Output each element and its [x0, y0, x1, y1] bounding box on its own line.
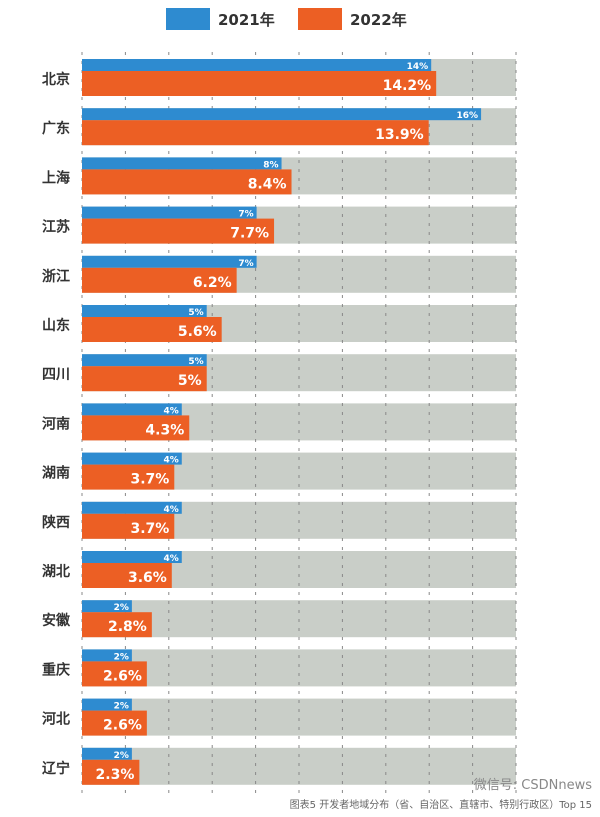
data-label-2022: 2.6% — [103, 668, 142, 684]
bar-2021 — [82, 501, 182, 514]
data-label-2021: 5% — [188, 357, 203, 367]
bar-2022 — [82, 710, 147, 736]
data-label-2021: 5% — [188, 308, 203, 318]
legend-item-2022: 2022年 — [298, 8, 407, 30]
data-label-2021: 4% — [163, 456, 178, 466]
category-label: 山东 — [42, 317, 70, 334]
category-label: 广东 — [42, 120, 70, 137]
chart-caption: 图表5 开发者地域分布（省、自治区、直辖市、特别行政区）Top 15 — [289, 800, 592, 811]
category-label: 四川 — [42, 367, 70, 383]
bar-2021 — [82, 255, 257, 268]
bar-2022 — [82, 661, 147, 687]
bar-2022 — [82, 612, 152, 638]
data-label-2022: 2.6% — [103, 718, 142, 734]
data-label-2022: 14.2% — [383, 78, 432, 94]
data-label-2022: 8.4% — [248, 176, 287, 192]
legend-swatch-2021 — [166, 8, 210, 30]
bar-2021 — [82, 698, 132, 711]
category-label: 浙江 — [42, 268, 70, 285]
bar-2021 — [82, 551, 182, 563]
bar-2021 — [82, 354, 207, 367]
legend-item-2021: 2021年 — [166, 8, 275, 30]
data-label-2021: 7% — [238, 259, 253, 269]
bar-2021 — [82, 600, 132, 613]
bar-2022 — [82, 218, 275, 244]
legend-swatch-2022 — [298, 8, 342, 30]
data-label-2022: 13.9% — [375, 127, 424, 143]
data-label-2021: 2% — [114, 603, 129, 613]
watermark: 微信号: CSDNnews — [473, 778, 592, 793]
category-label: 安徽 — [42, 612, 71, 629]
data-label-2022: 6.2% — [193, 275, 232, 291]
legend-label-2021: 2021年 — [218, 10, 275, 29]
row-band — [82, 698, 516, 736]
bar-2022 — [82, 759, 140, 785]
bar-2022 — [82, 120, 429, 146]
data-label-2022: 4.3% — [145, 422, 184, 438]
bar-2022 — [82, 366, 207, 392]
row-band — [82, 649, 516, 687]
data-label-2021: 2% — [114, 702, 129, 712]
bar-2022 — [82, 71, 437, 96]
data-label-2022: 7.7% — [230, 226, 269, 242]
bar-2021 — [82, 59, 432, 71]
bar-2021 — [82, 206, 257, 219]
category-label: 河南 — [42, 415, 70, 432]
category-label: 北京 — [42, 71, 70, 88]
data-label-2021: 7% — [238, 210, 253, 220]
data-label-2021: 2% — [114, 652, 129, 662]
bar-2022 — [82, 563, 172, 588]
bar-2021 — [82, 649, 132, 662]
category-label: 辽宁 — [42, 760, 70, 777]
category-label: 湖北 — [42, 564, 70, 580]
bar-2022 — [82, 513, 175, 539]
bar-2021 — [82, 403, 182, 416]
row-band — [82, 600, 516, 638]
category-label: 陕西 — [42, 514, 70, 531]
bar-2022 — [82, 267, 237, 293]
bar-2021 — [82, 747, 132, 760]
bar-2021 — [82, 157, 282, 170]
data-label-2022: 2.8% — [108, 619, 147, 635]
data-label-2021: 2% — [114, 751, 129, 761]
bar-2022 — [82, 464, 175, 490]
row-band — [82, 747, 516, 785]
category-label: 湖南 — [42, 465, 70, 482]
data-label-2021: 16% — [457, 111, 479, 121]
bar-2021 — [82, 305, 207, 317]
bar-2021 — [82, 108, 482, 121]
legend-label-2022: 2022年 — [350, 10, 407, 29]
bar-2021 — [82, 452, 182, 465]
category-label: 江苏 — [42, 219, 70, 236]
data-label-2022: 2.3% — [96, 767, 135, 783]
data-label-2021: 4% — [163, 505, 178, 515]
bar-2022 — [82, 415, 190, 441]
data-label-2021: 4% — [163, 554, 178, 564]
bar-2022 — [82, 169, 292, 195]
data-label-2022: 5% — [178, 373, 202, 389]
data-label-2022: 3.6% — [128, 570, 167, 586]
data-label-2021: 14% — [407, 62, 429, 72]
bar-2022 — [82, 317, 222, 342]
data-label-2021: 8% — [263, 160, 278, 170]
category-label: 重庆 — [42, 661, 70, 678]
data-label-2022: 3.7% — [130, 472, 169, 488]
data-label-2022: 3.7% — [130, 521, 169, 537]
data-label-2022: 5.6% — [178, 324, 217, 340]
category-label: 河北 — [42, 711, 70, 728]
data-label-2021: 4% — [163, 406, 178, 416]
category-label: 上海 — [42, 169, 70, 186]
